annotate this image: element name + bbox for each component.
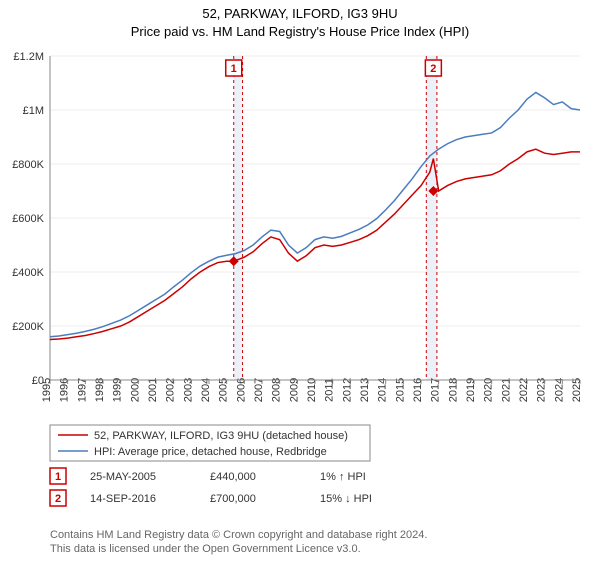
tx-delta: 15% ↓ HPI	[320, 493, 372, 505]
tx-price: £440,000	[210, 471, 256, 483]
x-tick-label: 1996	[59, 378, 71, 402]
marker-label: 2	[430, 63, 436, 75]
x-tick-label: 2020	[483, 378, 495, 402]
x-tick-label: 2013	[359, 378, 371, 402]
x-tick-label: 2001	[147, 378, 159, 402]
x-tick-label: 1998	[94, 378, 106, 402]
x-tick-label: 1995	[41, 378, 53, 402]
x-tick-label: 2009	[288, 378, 300, 402]
tx-marker-num: 1	[55, 471, 61, 483]
x-tick-label: 2021	[500, 378, 512, 402]
x-tick-label: 2003	[182, 378, 194, 402]
chart-title-address: 52, PARKWAY, ILFORD, IG3 9HU	[202, 6, 397, 21]
x-tick-label: 1997	[76, 378, 88, 402]
tx-date: 14-SEP-2016	[90, 493, 156, 505]
y-tick-label: £600K	[12, 213, 44, 225]
x-tick-label: 2011	[324, 378, 336, 402]
x-tick-label: 2025	[571, 378, 583, 402]
plot-area: £0£200K£400K£600K£800K£1M£1.2M1995199619…	[12, 51, 583, 402]
chart-title-desc: Price paid vs. HM Land Registry's House …	[131, 24, 469, 39]
x-tick-label: 2017	[430, 378, 442, 402]
x-tick-label: 2022	[518, 378, 530, 402]
x-tick-label: 2000	[129, 378, 141, 402]
y-tick-label: £1.2M	[13, 51, 44, 63]
x-tick-label: 1999	[112, 378, 124, 402]
footer-line-1: Contains HM Land Registry data © Crown c…	[50, 529, 427, 541]
x-tick-label: 2019	[465, 378, 477, 402]
x-tick-label: 2024	[553, 378, 565, 402]
x-tick-label: 2005	[218, 378, 230, 402]
x-tick-label: 2007	[253, 378, 265, 402]
x-tick-label: 2004	[200, 378, 212, 402]
x-tick-label: 2002	[165, 378, 177, 402]
y-tick-label: £400K	[12, 267, 44, 279]
legend-label-1: 52, PARKWAY, ILFORD, IG3 9HU (detached h…	[94, 430, 348, 442]
y-tick-label: £800K	[12, 159, 44, 171]
x-tick-label: 2023	[536, 378, 548, 402]
footer-line-2: This data is licensed under the Open Gov…	[50, 543, 361, 555]
series-line-2	[50, 92, 580, 336]
x-tick-label: 2014	[377, 378, 389, 402]
transactions: 1 25-MAY-2005 £440,000 1% ↑ HPI 2 14-SEP-2016…	[50, 468, 372, 506]
x-tick-label: 2006	[235, 378, 247, 402]
legend-label-2: HPI: Average price, detached house, Redb…	[94, 446, 327, 458]
tx-marker-num: 2	[55, 493, 61, 505]
x-tick-label: 2008	[271, 378, 283, 402]
price-chart: 52, PARKWAY, ILFORD, IG3 9HU Price paid …	[0, 0, 600, 560]
marker-label: 1	[231, 63, 237, 75]
legend: 52, PARKWAY, ILFORD, IG3 9HU (detached h…	[50, 425, 370, 461]
y-tick-label: £200K	[12, 321, 44, 333]
x-tick-label: 2018	[447, 378, 459, 402]
x-tick-label: 2012	[341, 378, 353, 402]
tx-price: £700,000	[210, 493, 256, 505]
x-tick-label: 2016	[412, 378, 424, 402]
tx-date: 25-MAY-2005	[90, 471, 156, 483]
x-tick-label: 2010	[306, 378, 318, 402]
series-line-1	[50, 149, 580, 339]
tx-delta: 1% ↑ HPI	[320, 471, 366, 483]
x-tick-label: 2015	[394, 378, 406, 402]
y-tick-label: £1M	[23, 105, 44, 117]
